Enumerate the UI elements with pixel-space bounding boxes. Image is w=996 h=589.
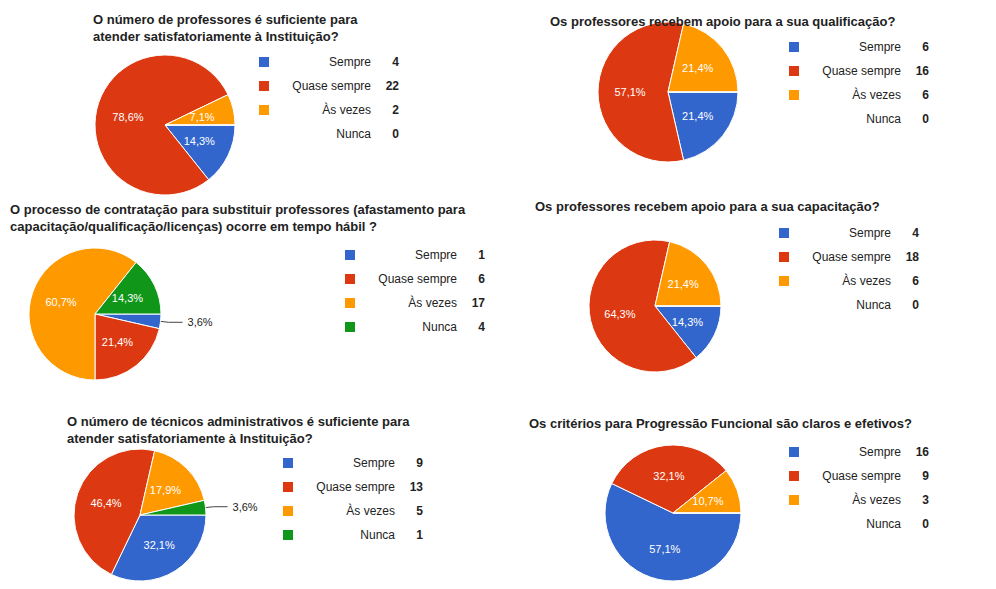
- svg-text:6: 6: [912, 274, 919, 288]
- svg-text:Quase sempre: Quase sempre: [316, 480, 395, 494]
- svg-text:0: 0: [922, 112, 929, 126]
- svg-text:4: 4: [478, 320, 485, 334]
- svg-text:16: 16: [916, 445, 930, 459]
- svg-text:3: 3: [922, 493, 929, 507]
- svg-text:Sempre: Sempre: [849, 226, 891, 240]
- svg-text:9: 9: [922, 469, 929, 483]
- svg-text:0: 0: [922, 517, 929, 531]
- svg-text:9: 9: [416, 456, 423, 470]
- svg-text:Sempre: Sempre: [353, 456, 395, 470]
- svg-text:4: 4: [392, 55, 399, 69]
- svg-text:4: 4: [912, 226, 919, 240]
- svg-text:Sempre: Sempre: [329, 55, 371, 69]
- svg-text:Às vezes: Às vezes: [322, 102, 371, 117]
- svg-text:14,3%: 14,3%: [184, 135, 215, 147]
- svg-text:32,1%: 32,1%: [144, 539, 175, 551]
- svg-text:0: 0: [392, 127, 399, 141]
- svg-text:atender satisfatoriamente à In: atender satisfatoriamente à Instituição?: [93, 29, 339, 44]
- svg-text:O número de técnicos administr: O número de técnicos administrativos é s…: [67, 414, 413, 429]
- svg-text:Quase sempre: Quase sempre: [378, 272, 457, 286]
- svg-text:atender satisfatoriamente à In: atender satisfatoriamente à Instituição?: [67, 431, 313, 446]
- svg-text:46,4%: 46,4%: [90, 497, 121, 509]
- svg-text:22: 22: [386, 79, 400, 93]
- svg-text:5: 5: [416, 504, 423, 518]
- svg-text:Às vezes: Às vezes: [346, 503, 395, 518]
- svg-text:10,7%: 10,7%: [692, 495, 723, 507]
- svg-text:Os professores recebem apoio p: Os professores recebem apoio para a sua …: [550, 14, 895, 29]
- svg-text:17: 17: [472, 296, 486, 310]
- svg-text:Os critérios para Progressão F: Os critérios para Progressão Funcional s…: [529, 416, 912, 431]
- svg-text:Sempre: Sempre: [415, 248, 457, 262]
- svg-text:6: 6: [922, 88, 929, 102]
- svg-text:57,1%: 57,1%: [649, 543, 680, 555]
- svg-text:21,4%: 21,4%: [668, 278, 699, 290]
- svg-text:3,6%: 3,6%: [233, 501, 258, 513]
- svg-text:Os professores recebem apoio p: Os professores recebem apoio para a sua …: [535, 199, 880, 214]
- svg-text:13: 13: [410, 480, 424, 494]
- svg-text:Às vezes: Às vezes: [852, 492, 901, 507]
- svg-text:1: 1: [416, 528, 423, 542]
- svg-text:7,1%: 7,1%: [190, 111, 215, 123]
- svg-text:6: 6: [922, 40, 929, 54]
- svg-text:Nunca: Nunca: [336, 127, 371, 141]
- svg-text:16: 16: [916, 64, 930, 78]
- svg-text:60,7%: 60,7%: [45, 296, 76, 308]
- svg-text:21,4%: 21,4%: [682, 62, 713, 74]
- svg-text:64,3%: 64,3%: [604, 308, 635, 320]
- svg-text:21,4%: 21,4%: [682, 110, 713, 122]
- svg-text:O processo de contratação para: O processo de contratação para substitui…: [10, 202, 469, 217]
- svg-text:14,3%: 14,3%: [672, 316, 703, 328]
- svg-text:2: 2: [392, 103, 399, 117]
- svg-text:57,1%: 57,1%: [614, 86, 645, 98]
- svg-text:1: 1: [478, 248, 485, 262]
- svg-text:18: 18: [906, 250, 920, 264]
- svg-text:0: 0: [912, 298, 919, 312]
- svg-text:Nunca: Nunca: [856, 298, 891, 312]
- svg-text:78,6%: 78,6%: [112, 111, 143, 123]
- svg-text:Nunca: Nunca: [422, 320, 457, 334]
- svg-text:Nunca: Nunca: [360, 528, 395, 542]
- svg-text:Sempre: Sempre: [859, 445, 901, 459]
- svg-text:6: 6: [478, 272, 485, 286]
- svg-text:O número de professores é sufi: O número de professores é suficiente par…: [93, 12, 361, 27]
- svg-text:3,6%: 3,6%: [188, 316, 213, 328]
- svg-text:14,3%: 14,3%: [112, 292, 143, 304]
- svg-text:Às vezes: Às vezes: [408, 295, 457, 310]
- svg-text:32,1%: 32,1%: [653, 470, 684, 482]
- svg-text:21,4%: 21,4%: [102, 336, 133, 348]
- svg-text:17,9%: 17,9%: [150, 484, 181, 496]
- svg-text:Sempre: Sempre: [859, 40, 901, 54]
- svg-text:capacitação/qualificação/licen: capacitação/qualificação/licenças) ocorr…: [10, 219, 377, 234]
- svg-text:Nunca: Nunca: [866, 517, 901, 531]
- svg-text:Às vezes: Às vezes: [842, 273, 891, 288]
- svg-text:Quase sempre: Quase sempre: [292, 79, 371, 93]
- svg-text:Quase sempre: Quase sempre: [822, 469, 901, 483]
- svg-text:Nunca: Nunca: [866, 112, 901, 126]
- svg-text:Quase sempre: Quase sempre: [812, 250, 891, 264]
- svg-text:Às vezes: Às vezes: [852, 87, 901, 102]
- svg-text:Quase sempre: Quase sempre: [822, 64, 901, 78]
